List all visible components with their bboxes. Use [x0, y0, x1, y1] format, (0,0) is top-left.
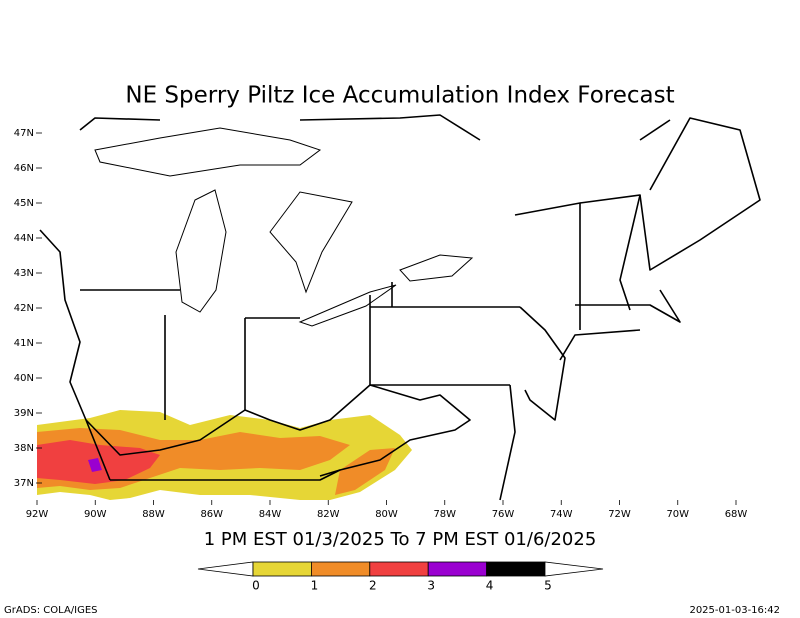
valid-period: 1 PM EST 01/3/2025 To 7 PM EST 01/6/2025: [204, 529, 597, 550]
map-title: NE Sperry Piltz Ice Accumulation Index F…: [125, 83, 674, 109]
colorbar-low-arrow: [197, 561, 254, 577]
colorbar-label: 1: [311, 579, 319, 593]
colorbar-label: 4: [486, 579, 494, 593]
longitude-label: 84W: [259, 509, 282, 520]
longitude-label: 74W: [550, 509, 573, 520]
latitude-label: 46N: [14, 163, 34, 174]
colorbar-segment: [427, 561, 488, 577]
longitude-label: 82W: [317, 509, 340, 520]
ice-field: [37, 410, 412, 500]
colorbar-label: 0: [252, 579, 260, 593]
colorbar-segment: [369, 561, 429, 577]
colorbar-label: 2: [369, 579, 377, 593]
latitude-label: 42N: [14, 303, 34, 314]
longitude-label: 92W: [26, 509, 49, 520]
latitude-label: 43N: [14, 268, 34, 279]
colorbar-label: 5: [544, 579, 552, 593]
longitude-label: 72W: [608, 509, 631, 520]
latitude-label: 40N: [14, 373, 34, 384]
latitude-label: 44N: [14, 233, 34, 244]
latitude-label: 39N: [14, 408, 34, 419]
latitude-label: 45N: [14, 198, 34, 209]
colorbar-segment: [310, 561, 371, 577]
latitude-label: 37N: [14, 478, 34, 489]
colorbar-segment: [252, 561, 312, 577]
latitude-label: 38N: [14, 443, 34, 454]
longitude-label: 78W: [433, 509, 456, 520]
footer-right: 2025-01-03-16:42: [689, 605, 780, 616]
colorbar-label: 3: [427, 579, 435, 593]
longitude-label: 88W: [142, 509, 165, 520]
latitude-label: 41N: [14, 338, 34, 349]
longitude-label: 70W: [666, 509, 689, 520]
map-outlines: [39, 114, 761, 501]
longitude-label: 68W: [725, 509, 748, 520]
footer-left: GrADS: COLA/IGES: [4, 605, 98, 616]
latitude-label: 47N: [14, 128, 34, 139]
colorbar-segment: [486, 561, 546, 577]
longitude-label: 80W: [375, 509, 398, 520]
longitude-label: 86W: [200, 509, 223, 520]
longitude-label: 76W: [492, 509, 515, 520]
colorbar-high-arrow: [544, 561, 604, 577]
colorbar: 0 1 2 3 4 5: [197, 561, 604, 593]
longitude-label: 90W: [84, 509, 107, 520]
